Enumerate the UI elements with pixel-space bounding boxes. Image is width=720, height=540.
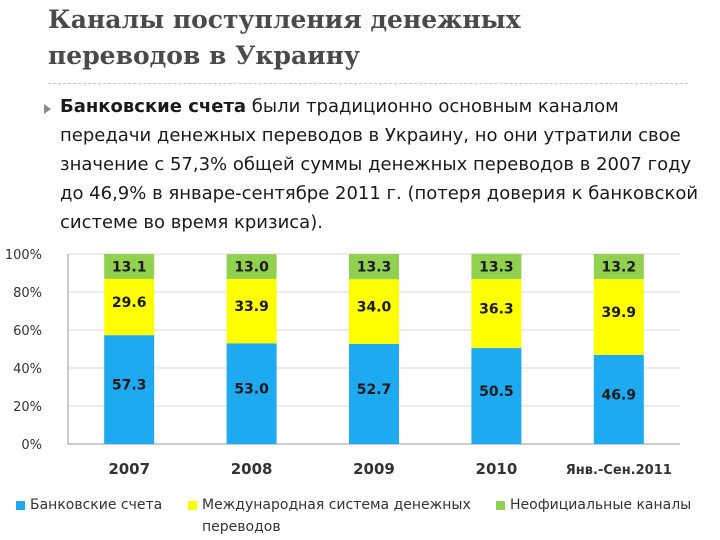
legend-swatch <box>188 501 197 510</box>
slide-title: Каналы поступления денежных переводов в … <box>48 5 521 70</box>
data-label: 33.9 <box>234 299 269 315</box>
x-tick-label: 2008 <box>231 460 273 478</box>
data-label: 13.3 <box>357 260 392 276</box>
bar-segment <box>349 279 399 344</box>
y-tick-label: 100% <box>5 248 42 263</box>
data-label: 57.3 <box>112 378 147 394</box>
bar-segment <box>471 253 522 280</box>
bar-segment <box>226 343 277 444</box>
x-tick-label: 2010 <box>476 460 518 478</box>
legend-entry: Международная система денежных переводов <box>202 497 471 535</box>
bar-segment <box>349 254 399 280</box>
bar-segment <box>226 254 277 279</box>
x-tick-label: 2007 <box>108 460 150 478</box>
bar-segment <box>226 278 277 344</box>
paragraph-bold-lead: Банковские счета <box>60 96 247 117</box>
bar-segment <box>593 254 644 280</box>
data-label: 13.0 <box>234 260 269 276</box>
bar-segment <box>104 254 155 279</box>
bar-segment <box>349 343 399 444</box>
y-tick-label: 60% <box>13 324 42 339</box>
slide-paragraph: Банковские счета были традиционно основн… <box>60 92 700 237</box>
data-label: 46.9 <box>602 387 637 403</box>
y-tick-label: 80% <box>13 286 42 301</box>
data-label: 52.7 <box>357 382 392 398</box>
data-label: 36.3 <box>479 302 514 318</box>
y-tick-label: 0% <box>21 438 42 453</box>
y-tick-label: 20% <box>13 400 42 415</box>
bullet-arrow-icon <box>44 104 51 114</box>
bar-segment <box>593 354 644 444</box>
chart-x-axis: 2007 2008 2009 2010 Янв.-Сен.2011 <box>108 460 671 478</box>
data-label: 13.1 <box>112 259 147 275</box>
y-tick-label: 40% <box>13 362 42 377</box>
title-divider <box>48 83 688 84</box>
stacked-bar-chart: 0% 20% 40% 60% 80% 100% 57.3 29.6 13.1 53.0 33.9 1… <box>5 248 680 478</box>
data-label: 34.0 <box>357 300 392 316</box>
legend-swatch <box>16 501 25 510</box>
bar-segment <box>593 279 644 355</box>
data-label: 13.2 <box>602 260 637 276</box>
bar-segment <box>471 348 522 444</box>
chart-y-axis: 0% 20% 40% 60% 80% 100% <box>5 248 680 453</box>
legend-entry: Неофициальные каналы <box>510 497 692 513</box>
x-tick-label: Янв.-Сен.2011 <box>566 463 672 478</box>
data-label: 39.9 <box>602 305 637 321</box>
data-label: 29.6 <box>112 295 147 311</box>
chart-bars: 57.3 29.6 13.1 53.0 33.9 13.0 52.7 34.0 13.3 50.5… <box>104 253 644 444</box>
data-label: 53.0 <box>234 382 269 398</box>
bar-segment <box>471 279 522 349</box>
bar-segment <box>104 278 155 336</box>
legend-swatch <box>496 501 505 510</box>
bar-segment <box>104 335 155 444</box>
data-label: 50.5 <box>479 384 514 400</box>
legend-entry: Банковские счета <box>30 497 163 513</box>
x-tick-label: 2009 <box>353 460 395 478</box>
data-label: 13.3 <box>479 259 514 275</box>
paragraph-text: были традиционно основным каналом переда… <box>60 96 699 233</box>
